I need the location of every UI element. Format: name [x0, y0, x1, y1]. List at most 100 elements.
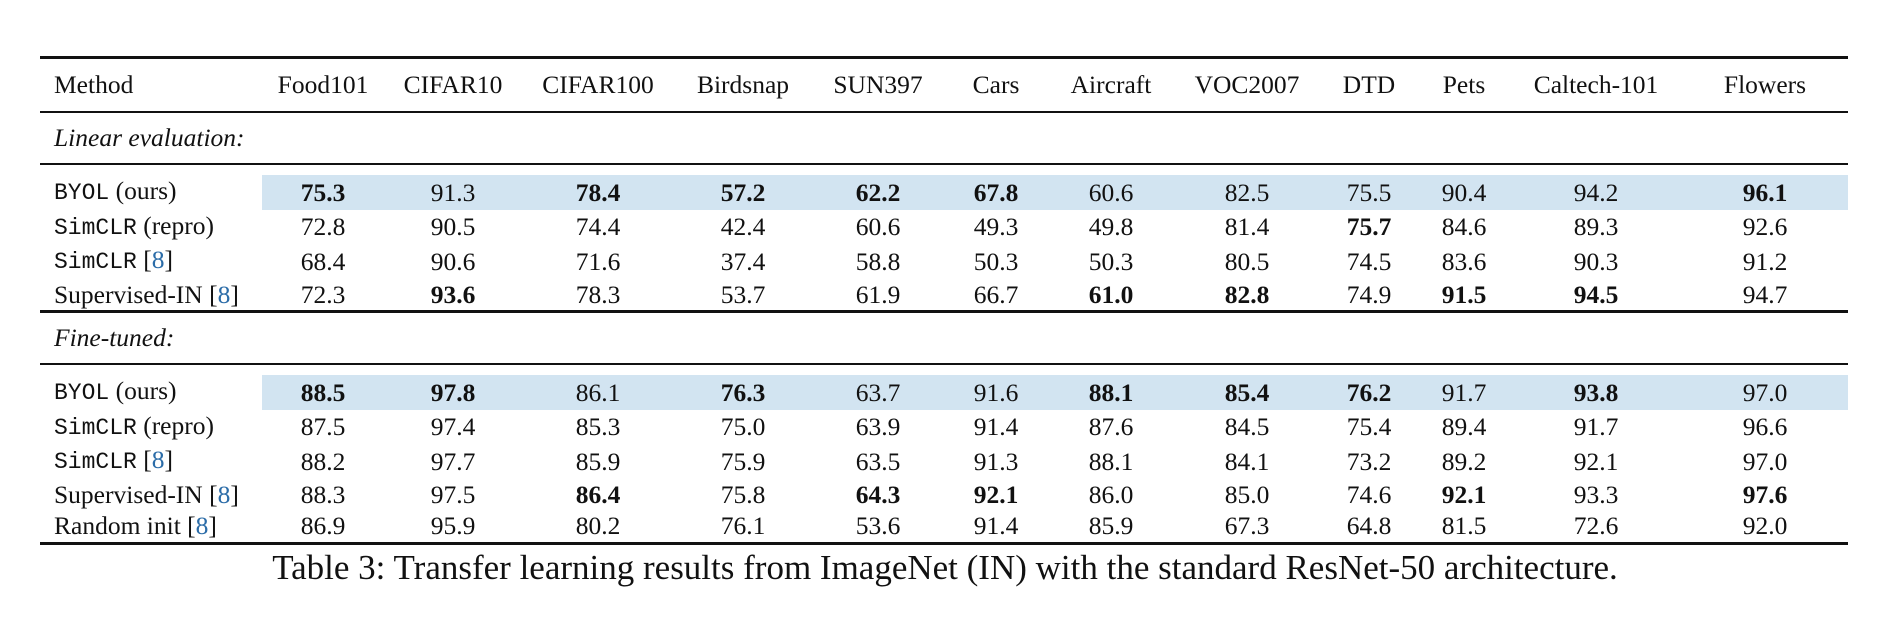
value-cell: 75.5: [1320, 175, 1418, 210]
value-cell: 91.4: [973, 412, 1019, 441]
section-header-row: Fine-tuned:: [40, 311, 1848, 365]
value-cell: 85.4: [1174, 375, 1320, 410]
value-cell: 90.5: [430, 212, 476, 241]
method-qualifier: Supervised-IN: [54, 479, 203, 509]
value-cell: 83.6: [1441, 246, 1487, 276]
column-header: Food101: [277, 70, 369, 99]
value-cell: 66.7: [944, 278, 1048, 313]
method-name: SimCLR: [54, 414, 137, 441]
results-table-container: Method Food101 CIFAR10 CIFAR100 Birdsnap SUN3…: [40, 56, 1848, 545]
value-cell: 89.2: [1441, 446, 1487, 476]
table-row: SimCLR (repro) 72.8 90.5 74.4 42.4 60.6 49.3 49…: [40, 210, 1848, 245]
column-header: CIFAR100: [542, 70, 654, 99]
value-cell: 63.5: [855, 446, 901, 476]
method-cell: Random init [8]: [40, 510, 262, 545]
value-cell: 75.9: [720, 446, 766, 476]
citation-link[interactable]: 8: [195, 511, 209, 540]
citation-link[interactable]: 8: [151, 445, 165, 474]
value-cell: 86.1: [522, 375, 674, 410]
method-cell: SimCLR [8]: [54, 445, 173, 475]
value-cell: 92.1: [1573, 446, 1619, 476]
value-cell: 50.3: [1088, 246, 1134, 276]
method-qualifier: (repro): [143, 410, 214, 440]
citation-link[interactable]: 8: [217, 479, 231, 509]
value-cell: 60.6: [1048, 175, 1174, 210]
column-header: Flowers: [1723, 70, 1807, 99]
table-row: BYOL (ours) 88.5 97.8 86.1 76.3 63.7 91.6 88.1 8…: [40, 375, 1848, 410]
method-qualifier: (ours): [115, 376, 177, 405]
table-row: SimCLR [8] 88.2 97.7 85.9 75.9 63.5 91.3 88.1 84…: [40, 444, 1848, 479]
value-cell: 88.1: [1088, 446, 1134, 476]
column-header: CIFAR10: [403, 70, 503, 99]
value-cell: 37.4: [720, 246, 766, 276]
value-cell: 89.4: [1441, 412, 1487, 441]
value-cell: 62.2: [812, 175, 944, 210]
section-title: Fine-tuned:: [40, 311, 1848, 365]
value-cell: 85.3: [575, 412, 621, 441]
value-cell: 93.3: [1573, 479, 1619, 509]
value-cell: 97.4: [430, 412, 476, 441]
citation-link[interactable]: 8: [151, 245, 165, 274]
value-cell: 75.3: [262, 175, 384, 210]
value-cell: 97.7: [430, 446, 476, 476]
value-cell: 84.5: [1224, 412, 1270, 441]
value-cell: 49.8: [1088, 212, 1134, 241]
table-row: SimCLR (repro) 87.5 97.4 85.3 75.0 63.9 91.4 87…: [40, 410, 1848, 445]
value-cell: 97.6: [1742, 479, 1788, 509]
value-cell: 90.3: [1573, 246, 1619, 276]
value-cell: 91.2: [1742, 246, 1788, 276]
value-cell: 75.8: [720, 479, 766, 509]
table-caption: Table 3: Transfer learning results from …: [272, 548, 1618, 587]
value-cell: 50.3: [973, 246, 1019, 276]
value-cell: 97.0: [1682, 375, 1848, 410]
value-cell: 78.4: [522, 175, 674, 210]
method-cell: SimCLR [8]: [54, 245, 173, 275]
value-cell: 42.4: [720, 212, 766, 241]
method-cell: Supervised-IN [8]: [40, 278, 262, 313]
value-cell: 88.2: [300, 446, 346, 476]
value-cell: 88.1: [1048, 375, 1174, 410]
column-header: VOC2007: [1194, 70, 1300, 99]
transfer-results-table: Method Food101 CIFAR10 CIFAR100 Birdsnap SUN3…: [40, 56, 1848, 545]
value-cell: 90.6: [430, 246, 476, 276]
value-cell: 68.4: [300, 246, 346, 276]
value-cell: 74.9: [1320, 278, 1418, 313]
column-header: Caltech-101: [1533, 70, 1659, 99]
value-cell: 63.7: [812, 375, 944, 410]
method-name: BYOL: [54, 180, 110, 206]
value-cell: 74.5: [1346, 246, 1392, 276]
method-qualifier: (repro): [143, 210, 214, 240]
value-cell: 93.6: [384, 278, 522, 313]
value-cell: 94.2: [1510, 175, 1682, 210]
citation-link[interactable]: 8: [217, 279, 231, 309]
value-cell: 88.5: [262, 375, 384, 410]
value-cell: 84.1: [1224, 446, 1270, 476]
method-cell: BYOL (ours): [40, 375, 262, 410]
method-cell: SimCLR (repro): [40, 210, 262, 245]
value-cell: 75.4: [1346, 412, 1392, 441]
value-cell: 67.3: [1174, 510, 1320, 545]
table-header-row: Method Food101 CIFAR10 CIFAR100 Birdsnap SUN3…: [40, 57, 1848, 112]
value-cell: 84.6: [1441, 212, 1487, 241]
value-cell: 76.3: [674, 375, 812, 410]
value-cell: 81.5: [1418, 510, 1510, 545]
value-cell: 92.0: [1682, 510, 1848, 545]
value-cell: 61.9: [812, 278, 944, 313]
value-cell: 96.1: [1682, 175, 1848, 210]
column-header: DTD: [1342, 70, 1396, 99]
value-cell: 61.0: [1048, 278, 1174, 313]
value-cell: 91.5: [1418, 278, 1510, 313]
value-cell: 97.8: [384, 375, 522, 410]
value-cell: 53.6: [812, 510, 944, 545]
value-cell: 91.7: [1573, 412, 1619, 441]
table-row: BYOL (ours) 75.3 91.3 78.4 57.2 62.2 67.8 60.6 8…: [40, 175, 1848, 210]
method-name: SimCLR: [54, 249, 137, 275]
value-cell: 92.1: [973, 479, 1019, 509]
value-cell: 74.6: [1346, 479, 1392, 509]
value-cell: 85.9: [1048, 510, 1174, 545]
table-row: Supervised-IN [8] 88.3 97.5 86.4 75.8 64.3 92.…: [40, 479, 1848, 511]
value-cell: 53.7: [674, 278, 812, 313]
method-name: SimCLR: [54, 449, 137, 475]
value-cell: 57.2: [674, 175, 812, 210]
value-cell: 80.5: [1224, 246, 1270, 276]
